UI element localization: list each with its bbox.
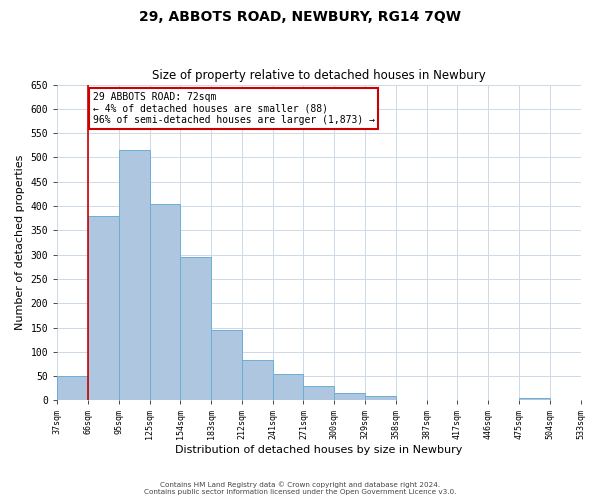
Bar (149, 204, 181, 400)
Bar (57, 376, 88, 400)
Title: Size of property relative to detached houses in Newbury: Size of property relative to detached ho… (152, 69, 486, 82)
Y-axis label: Number of detached properties: Number of detached properties (15, 155, 25, 330)
Text: 29 ABBOTS ROAD: 72sqm
← 4% of detached houses are smaller (88)
96% of semi-detac: 29 ABBOTS ROAD: 72sqm ← 4% of detached h… (92, 92, 374, 125)
Text: Contains HM Land Registry data © Crown copyright and database right 2024.
Contai: Contains HM Land Registry data © Crown c… (144, 482, 456, 495)
X-axis label: Distribution of detached houses by size in Newbury: Distribution of detached houses by size … (175, 445, 463, 455)
Bar (365, 396, 396, 400)
Text: 29, ABBOTS ROAD, NEWBURY, RG14 7QW: 29, ABBOTS ROAD, NEWBURY, RG14 7QW (139, 10, 461, 24)
Bar (88, 216, 119, 400)
Bar (272, 374, 304, 400)
Bar (304, 386, 334, 400)
Bar (334, 393, 365, 400)
Bar (242, 360, 272, 401)
Bar (119, 150, 149, 401)
Bar (519, 398, 550, 400)
Bar (211, 330, 242, 400)
Bar (181, 257, 211, 400)
